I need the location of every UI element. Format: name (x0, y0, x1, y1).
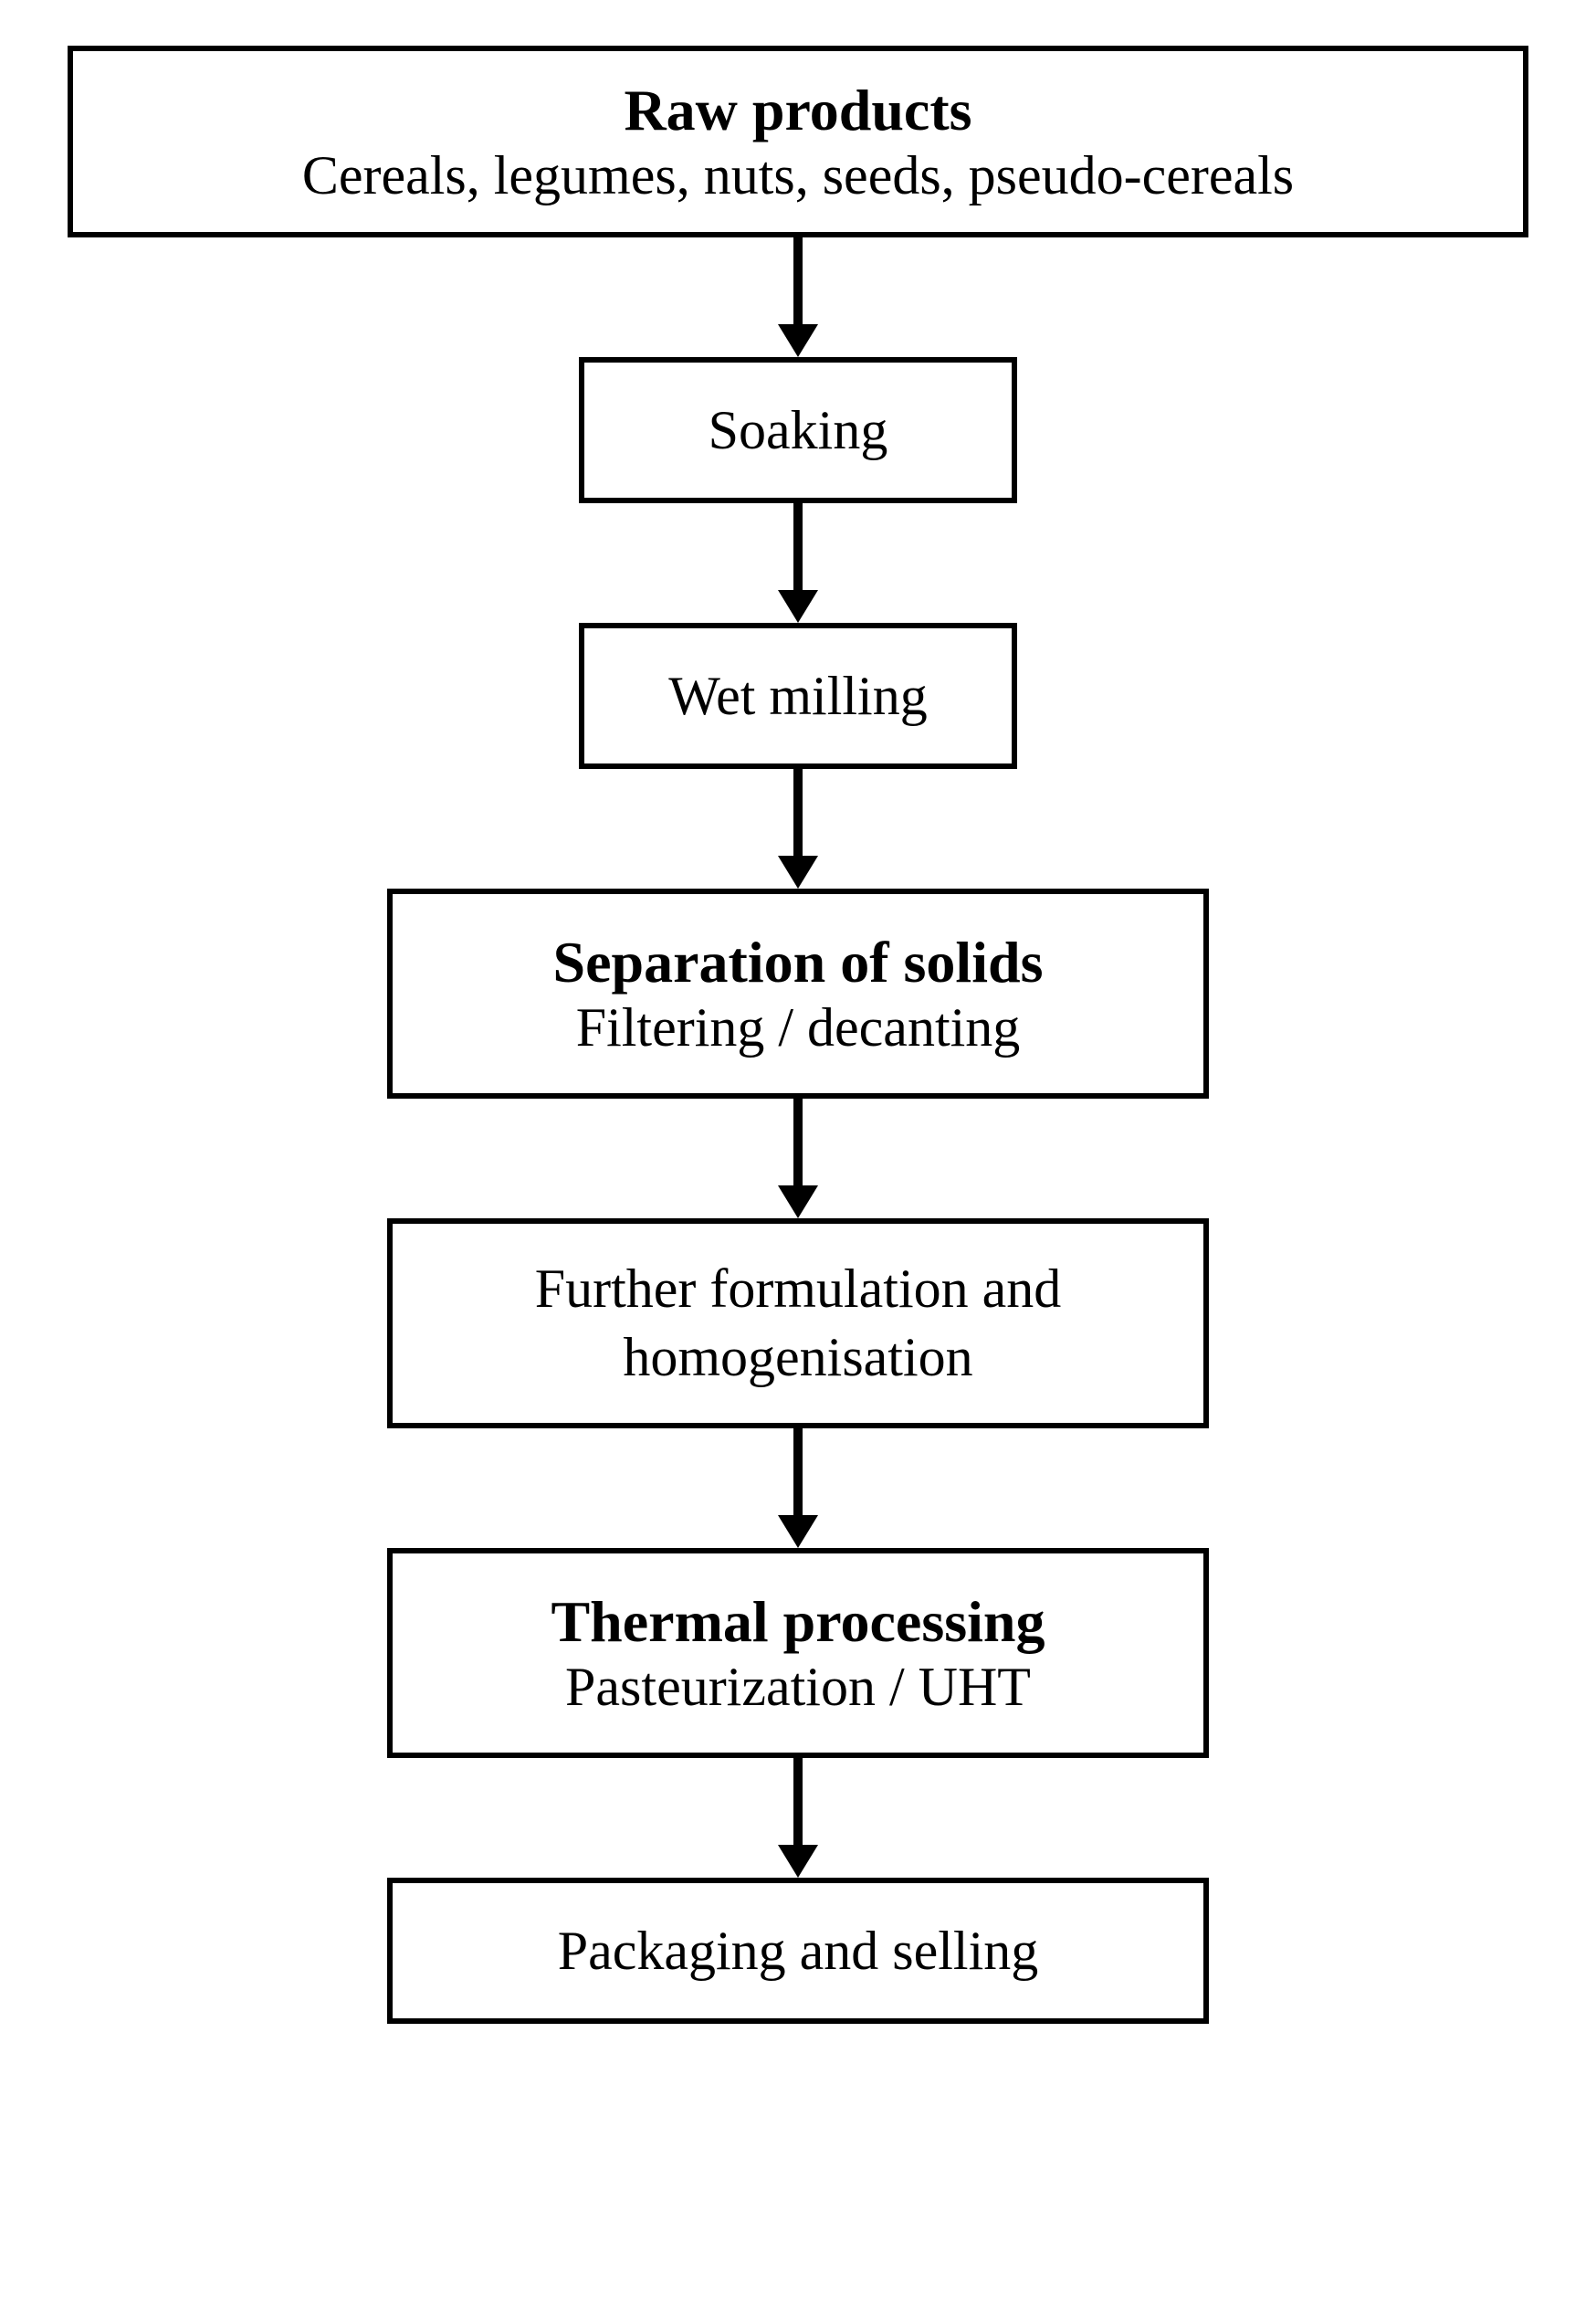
arrow-head-icon (778, 1845, 818, 1878)
arrow-icon (778, 503, 818, 623)
arrow-line (793, 769, 803, 856)
arrow-line (793, 1758, 803, 1845)
arrow-line (793, 237, 803, 324)
node-packaging: Packaging and selling (387, 1878, 1209, 2024)
arrow-icon (778, 1099, 818, 1218)
node-title: Wet milling (668, 665, 927, 728)
arrow-head-icon (778, 1515, 818, 1548)
arrow-line (793, 1099, 803, 1185)
node-title: Soaking (709, 399, 888, 462)
node-subtitle: Cereals, legumes, nuts, seeds, pseudo-ce… (302, 144, 1294, 207)
node-title: Further formulation and homogenisation (438, 1255, 1158, 1392)
node-title: Separation of solids (553, 929, 1044, 996)
node-wet-milling: Wet milling (579, 623, 1017, 769)
arrow-icon (778, 769, 818, 889)
arrow-head-icon (778, 856, 818, 889)
arrow-line (793, 1428, 803, 1515)
node-subtitle: Pasteurization / UHT (565, 1656, 1031, 1719)
node-title: Thermal processing (551, 1588, 1045, 1656)
arrow-head-icon (778, 324, 818, 357)
flowchart-container: Raw products Cereals, legumes, nuts, see… (0, 0, 1596, 2024)
node-thermal: Thermal processing Pasteurization / UHT (387, 1548, 1209, 1758)
node-soaking: Soaking (579, 357, 1017, 503)
arrow-icon (778, 237, 818, 357)
node-title: Raw products (624, 77, 971, 144)
arrow-head-icon (778, 1185, 818, 1218)
node-separation: Separation of solids Filtering / decanti… (387, 889, 1209, 1099)
arrow-head-icon (778, 590, 818, 623)
arrow-icon (778, 1758, 818, 1878)
node-title: Packaging and selling (558, 1920, 1039, 1983)
arrow-line (793, 503, 803, 590)
arrow-icon (778, 1428, 818, 1548)
node-formulation: Further formulation and homogenisation (387, 1218, 1209, 1428)
node-raw-products: Raw products Cereals, legumes, nuts, see… (68, 46, 1528, 237)
node-subtitle: Filtering / decanting (576, 996, 1021, 1059)
